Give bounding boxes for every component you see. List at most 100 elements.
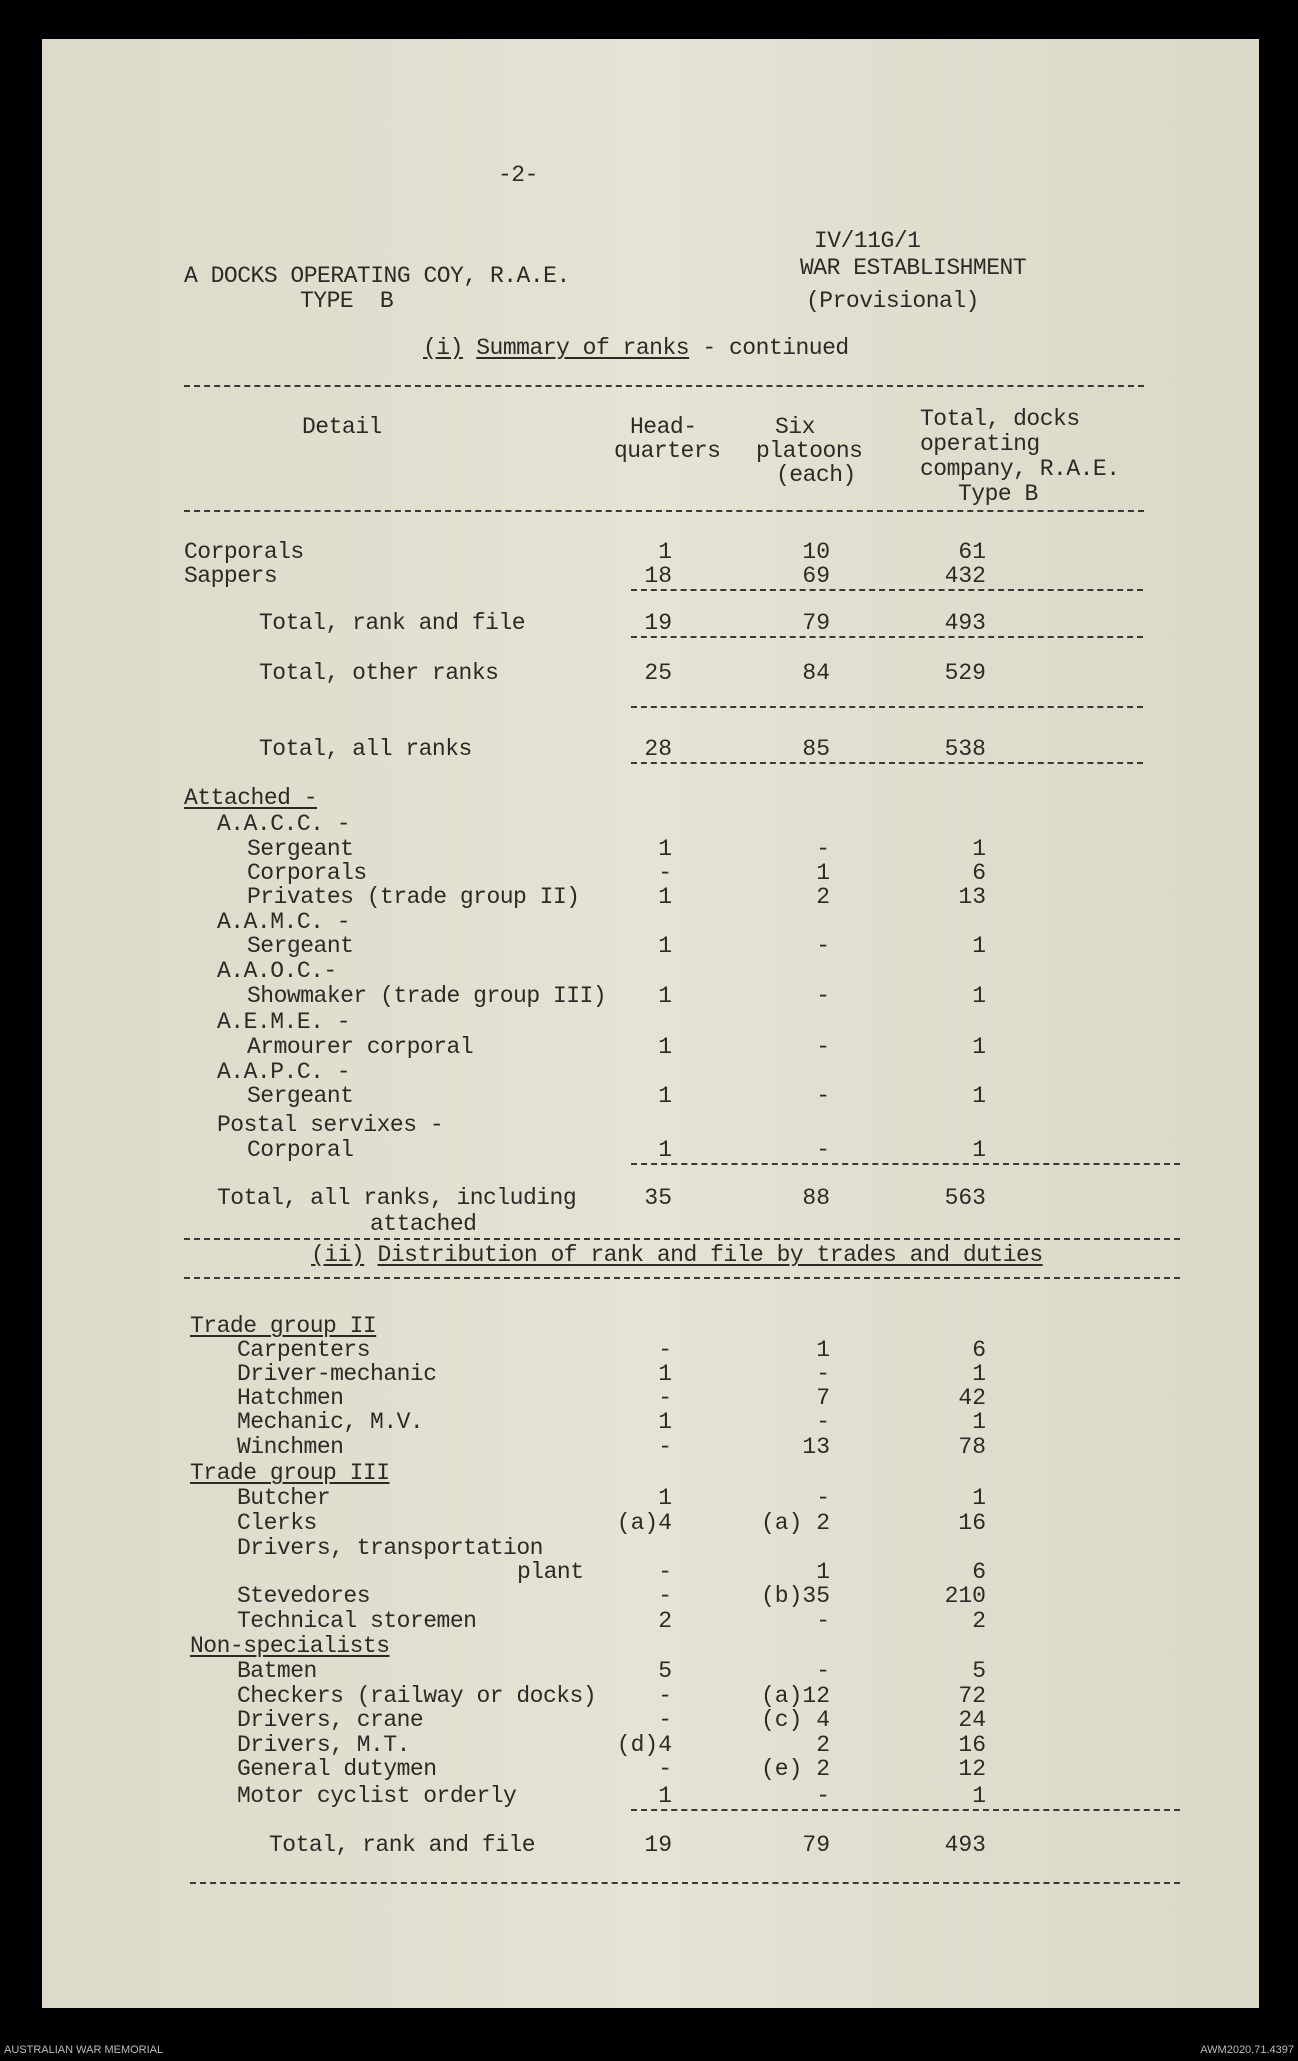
total-value: 24 bbox=[958, 1707, 986, 1733]
headquarters-value: 1 bbox=[658, 884, 672, 910]
row-label: General dutymen bbox=[237, 1756, 437, 1782]
total-value: 13 bbox=[958, 884, 986, 910]
headquarters-value: 1 bbox=[658, 1485, 672, 1511]
section-1-heading: (i) Summary of ranks - continued bbox=[423, 335, 849, 361]
platoons-value: 79 bbox=[802, 610, 830, 636]
headquarters-value: 1 bbox=[658, 836, 672, 862]
headquarters-value: 1 bbox=[658, 1083, 672, 1109]
row-label: Corporals bbox=[247, 860, 367, 886]
platoons-value: 88 bbox=[802, 1185, 830, 1211]
sum-rule bbox=[631, 636, 1143, 638]
platoons-value: - bbox=[816, 933, 830, 959]
footer-institution: AUSTRALIAN WAR MEMORIAL bbox=[4, 2044, 164, 2056]
platoons-value: 1 bbox=[816, 860, 830, 886]
row-label: Driver-mechanic bbox=[237, 1361, 437, 1387]
group-heading: Attached - bbox=[184, 785, 318, 811]
headquarters-value: 19 bbox=[644, 1832, 672, 1858]
footer-accession-number: AWM2020.71.4397 bbox=[1200, 2044, 1294, 2056]
column-header-platoons-1: Six bbox=[775, 414, 815, 440]
total-value: 6 bbox=[972, 860, 986, 886]
divider bbox=[184, 510, 1144, 512]
row-label: Total, rank and file bbox=[259, 610, 526, 636]
group-heading: Trade group III bbox=[190, 1460, 390, 1486]
headquarters-value: - bbox=[658, 1707, 672, 1733]
total-value: 1 bbox=[972, 1485, 986, 1511]
total-value: 16 bbox=[958, 1510, 986, 1536]
row-label: A.A.C.C. - bbox=[217, 811, 351, 837]
total-value: 1 bbox=[972, 933, 986, 959]
section-2-heading: (ii) Distribution of rank and file by tr… bbox=[311, 1242, 1044, 1268]
headquarters-value: 1 bbox=[658, 1783, 672, 1809]
headquarters-value: 1 bbox=[658, 983, 672, 1009]
row-label: Carpenters bbox=[237, 1337, 371, 1363]
row-label: Sergeant bbox=[247, 836, 354, 862]
platoons-value: 69 bbox=[802, 563, 830, 589]
page-number: -2- bbox=[498, 162, 538, 188]
platoons-value: 1 bbox=[816, 1559, 830, 1585]
section-2-title: Distribution of rank and file by trades … bbox=[377, 1242, 1044, 1268]
platoons-value: - bbox=[816, 1034, 830, 1060]
total-value: 42 bbox=[958, 1385, 986, 1411]
column-header-total-3: company, R.A.E. bbox=[920, 456, 1120, 482]
total-value: 1 bbox=[972, 1409, 986, 1435]
platoons-value: - bbox=[816, 1137, 830, 1163]
platoons-value: - bbox=[816, 1608, 830, 1634]
unit-type: TYPE B bbox=[300, 288, 394, 314]
total-value: 529 bbox=[944, 660, 986, 686]
headquarters-value: 5 bbox=[658, 1658, 672, 1684]
row-label: A.E.M.E. - bbox=[217, 1009, 351, 1035]
row-label: Corporal bbox=[247, 1137, 354, 1163]
section-1-title: Summary of ranks bbox=[476, 335, 690, 361]
row-label: Showmaker (trade group III) bbox=[247, 983, 607, 1009]
row-label: Sergeant bbox=[247, 1083, 354, 1109]
total-value: 78 bbox=[958, 1434, 986, 1460]
sum-rule bbox=[631, 589, 1143, 591]
row-label: Hatchmen bbox=[237, 1385, 344, 1411]
total-value: 563 bbox=[944, 1185, 986, 1211]
section-1-suffix: - continued bbox=[689, 335, 849, 361]
row-label: Batmen bbox=[237, 1658, 317, 1684]
total-value: 1 bbox=[972, 1034, 986, 1060]
row-label: Winchmen bbox=[237, 1434, 344, 1460]
document-page bbox=[42, 39, 1259, 2008]
total-value: 432 bbox=[944, 563, 986, 589]
headquarters-value: 1 bbox=[658, 1137, 672, 1163]
row-label: Stevedores bbox=[237, 1583, 371, 1609]
column-header-total-2: operating bbox=[920, 431, 1040, 457]
row-label: Checkers (railway or docks) bbox=[237, 1683, 597, 1709]
sum-rule bbox=[631, 1163, 1180, 1165]
group-heading: Non-specialists bbox=[190, 1633, 390, 1659]
total-value: 16 bbox=[958, 1732, 986, 1758]
headquarters-value: 28 bbox=[644, 736, 672, 762]
platoons-value: 7 bbox=[816, 1385, 830, 1411]
total-value: 2 bbox=[972, 1608, 986, 1634]
total-value: 1 bbox=[972, 1361, 986, 1387]
platoons-value: 2 bbox=[816, 884, 830, 910]
row-label: Technical storemen bbox=[237, 1608, 477, 1634]
total-value: 1 bbox=[972, 1137, 986, 1163]
column-header-platoons-2: platoons bbox=[756, 438, 863, 464]
row-label: Total, all ranks, including bbox=[217, 1185, 577, 1211]
status-label: (Provisional) bbox=[806, 288, 979, 314]
row-label: Clerks bbox=[237, 1510, 317, 1536]
total-value: 12 bbox=[958, 1756, 986, 1782]
sum-rule bbox=[631, 762, 1143, 764]
section-2-number: (ii) bbox=[311, 1242, 365, 1268]
row-label: Drivers, M.T. bbox=[237, 1732, 410, 1758]
sum-rule bbox=[631, 706, 1143, 708]
headquarters-value: - bbox=[658, 1583, 672, 1609]
headquarters-value: 1 bbox=[658, 1409, 672, 1435]
headquarters-value: - bbox=[658, 1559, 672, 1585]
sum-rule bbox=[631, 1809, 1180, 1811]
row-label: Total, rank and file bbox=[269, 1832, 536, 1858]
column-header-total-4: Type B bbox=[958, 481, 1038, 507]
platoons-value: 84 bbox=[802, 660, 830, 686]
headquarters-value: - bbox=[658, 1434, 672, 1460]
row-label: plant bbox=[517, 1559, 584, 1585]
total-value: 61 bbox=[958, 539, 986, 565]
total-value: 72 bbox=[958, 1683, 986, 1709]
headquarters-value: - bbox=[658, 1385, 672, 1411]
platoons-value: - bbox=[816, 1361, 830, 1387]
total-value: 493 bbox=[944, 1832, 986, 1858]
column-header-hq-2: quarters bbox=[614, 438, 721, 464]
